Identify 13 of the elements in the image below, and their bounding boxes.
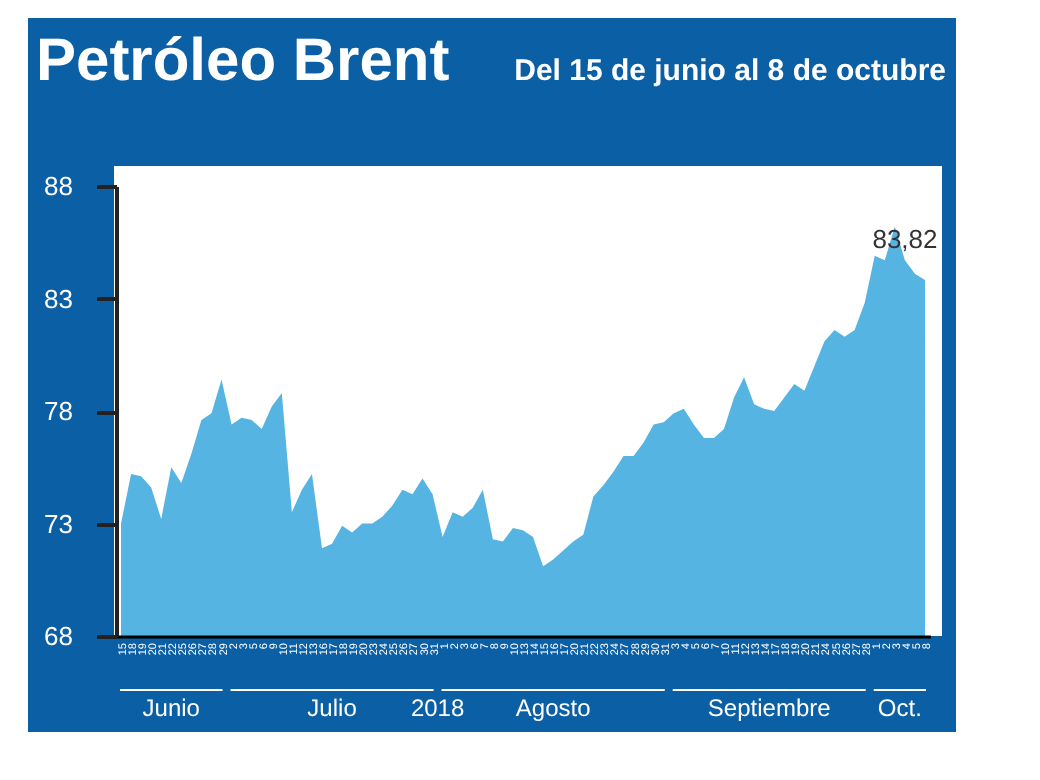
- chart-title: Petróleo Brent: [36, 28, 450, 94]
- x-axis-title: 2018: [410, 694, 465, 722]
- text: Agosto: [515, 694, 592, 722]
- y-tick-label: 88: [44, 171, 73, 201]
- y-tick-label: 68: [44, 621, 73, 651]
- y-tick-label: 73: [44, 508, 73, 539]
- y-tick-label: 78: [44, 396, 73, 426]
- y-tick-label: 83: [44, 283, 73, 314]
- text: Septiembre: [707, 694, 832, 722]
- text: Oct.: [877, 694, 922, 722]
- chart-subtitle: Del 15 de junio al 8 de octubre: [514, 54, 946, 88]
- text: Junio: [142, 694, 201, 722]
- text: Julio: [307, 694, 358, 722]
